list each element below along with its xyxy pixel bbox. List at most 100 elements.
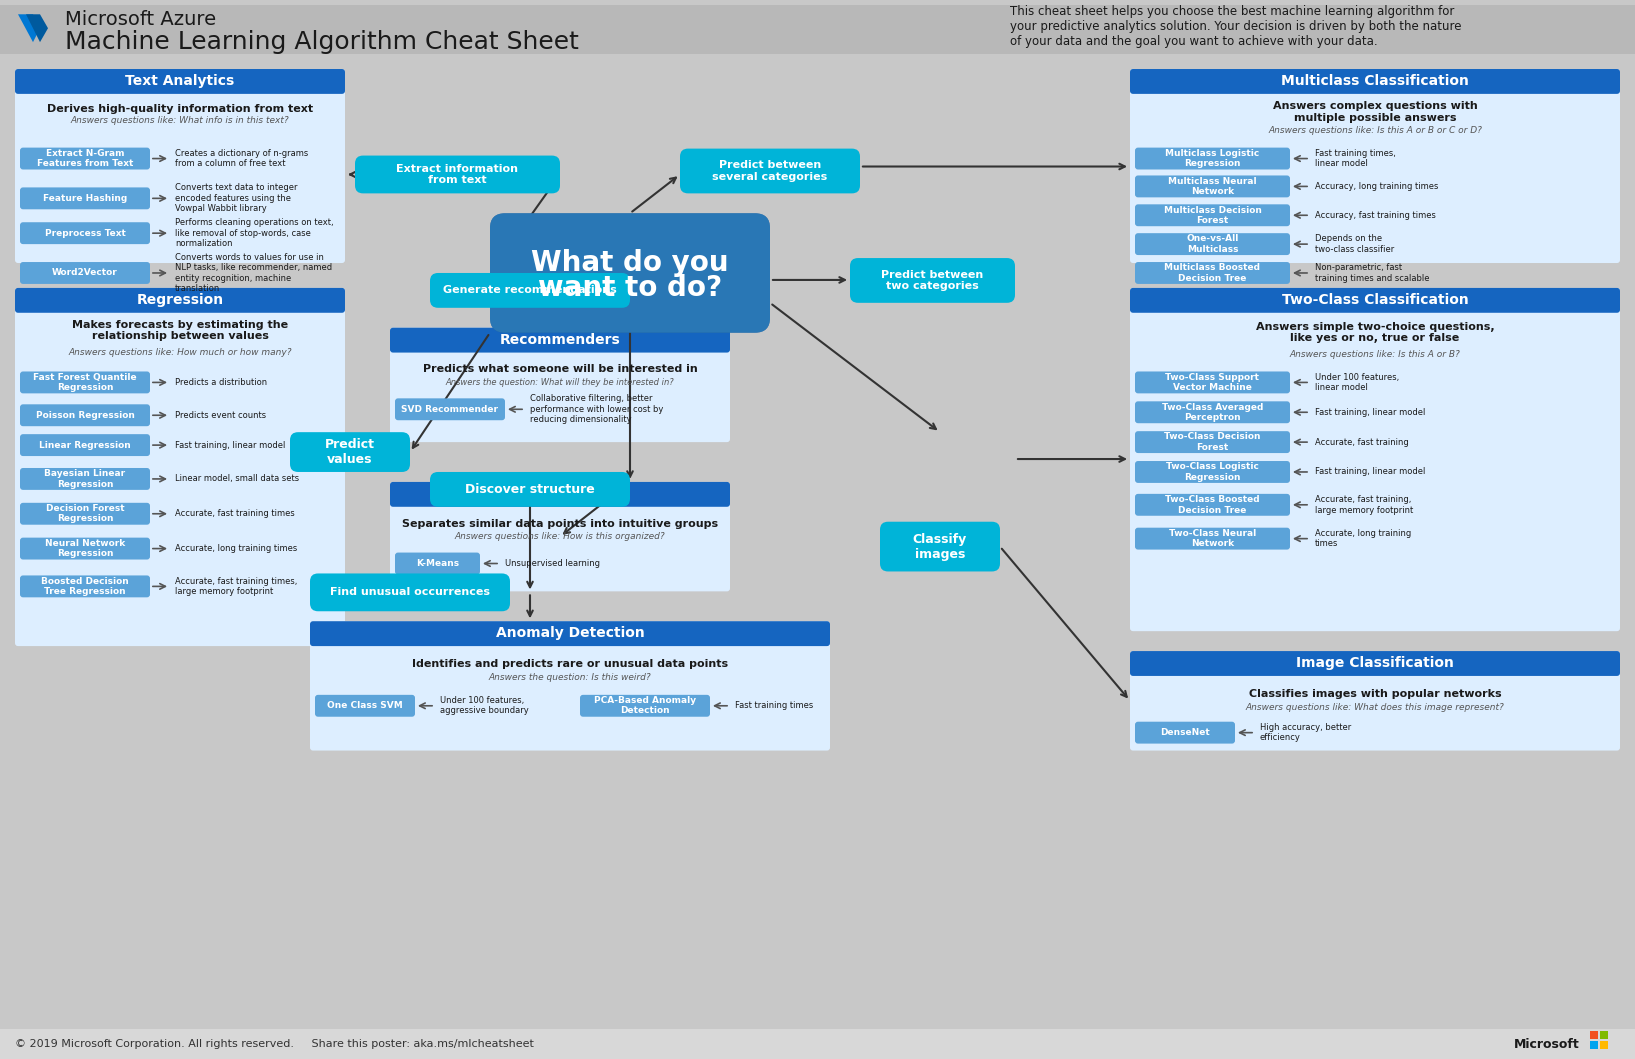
Text: Answers questions like: How much or how many?: Answers questions like: How much or how … xyxy=(69,348,291,357)
FancyBboxPatch shape xyxy=(1135,233,1290,255)
Text: Unsupervised learning: Unsupervised learning xyxy=(505,559,600,568)
Text: Answers the question: What will they be interested in?: Answers the question: What will they be … xyxy=(446,378,674,387)
FancyBboxPatch shape xyxy=(20,187,150,210)
FancyBboxPatch shape xyxy=(20,405,150,426)
Text: Multiclass Decision
Forest: Multiclass Decision Forest xyxy=(1164,205,1262,225)
FancyBboxPatch shape xyxy=(316,695,415,717)
FancyBboxPatch shape xyxy=(391,482,729,507)
FancyBboxPatch shape xyxy=(391,327,729,442)
FancyBboxPatch shape xyxy=(880,522,1001,572)
FancyBboxPatch shape xyxy=(311,622,831,751)
Text: Two-Class Decision
Forest: Two-Class Decision Forest xyxy=(1164,432,1261,452)
Text: PCA-Based Anomaly
Detection: PCA-Based Anomaly Detection xyxy=(594,696,697,716)
FancyBboxPatch shape xyxy=(1130,288,1620,631)
Text: Makes forecasts by estimating the
relationship between values: Makes forecasts by estimating the relati… xyxy=(72,320,288,341)
Text: Answers complex questions with
multiple possible answers: Answers complex questions with multiple … xyxy=(1272,101,1478,123)
FancyBboxPatch shape xyxy=(15,69,345,94)
Text: Neural Network
Regression: Neural Network Regression xyxy=(44,539,126,558)
Text: © 2019 Microsoft Corporation. All rights reserved.     Share this poster: aka.ms: © 2019 Microsoft Corporation. All rights… xyxy=(15,1039,535,1049)
Bar xyxy=(1589,1031,1597,1039)
Text: Accurate, fast training,
large memory footprint: Accurate, fast training, large memory fo… xyxy=(1315,496,1413,515)
Text: Image Classification: Image Classification xyxy=(1297,656,1454,670)
Text: Performs cleaning operations on text,
like removal of stop-words, case
normaliza: Performs cleaning operations on text, li… xyxy=(175,218,334,248)
FancyBboxPatch shape xyxy=(1130,651,1620,751)
Text: Two-Class Neural
Network: Two-Class Neural Network xyxy=(1169,528,1256,549)
Text: Text Analytics: Text Analytics xyxy=(126,74,235,88)
FancyBboxPatch shape xyxy=(20,575,150,597)
FancyBboxPatch shape xyxy=(430,472,629,507)
Text: Answers questions like: How is this organized?: Answers questions like: How is this orga… xyxy=(455,532,665,541)
Text: Under 100 features,
linear model: Under 100 features, linear model xyxy=(1315,373,1400,392)
FancyBboxPatch shape xyxy=(20,222,150,245)
FancyBboxPatch shape xyxy=(396,398,505,420)
Text: Multiclass Classification: Multiclass Classification xyxy=(1282,74,1468,88)
Text: Two-Class Boosted
Decision Tree: Two-Class Boosted Decision Tree xyxy=(1166,496,1261,515)
Text: Fast training times: Fast training times xyxy=(736,701,813,711)
Text: Decision Forest
Regression: Decision Forest Regression xyxy=(46,504,124,523)
FancyBboxPatch shape xyxy=(1130,651,1620,676)
Text: Accuracy, fast training times: Accuracy, fast training times xyxy=(1315,211,1436,220)
FancyBboxPatch shape xyxy=(580,695,710,717)
Polygon shape xyxy=(18,14,39,42)
FancyBboxPatch shape xyxy=(20,147,150,169)
FancyBboxPatch shape xyxy=(391,482,729,591)
Text: Find unusual occurrences: Find unusual occurrences xyxy=(330,588,490,597)
Text: Fast training times,
linear model: Fast training times, linear model xyxy=(1315,149,1396,168)
Text: Predict between
several categories: Predict between several categories xyxy=(713,160,827,182)
Text: Converts words to values for use in
NLP tasks, like recommender, named
entity re: Converts words to values for use in NLP … xyxy=(175,253,332,293)
Text: DenseNet: DenseNet xyxy=(1161,729,1210,737)
Text: Two-Class Averaged
Perceptron: Two-Class Averaged Perceptron xyxy=(1162,402,1264,421)
FancyBboxPatch shape xyxy=(1135,431,1290,453)
Text: Two-Class Classification: Two-Class Classification xyxy=(1282,293,1468,307)
Text: Under 100 features,
aggressive boundary: Under 100 features, aggressive boundary xyxy=(440,696,528,716)
FancyBboxPatch shape xyxy=(1135,527,1290,550)
Text: This cheat sheet helps you choose the best machine learning algorithm for
your p: This cheat sheet helps you choose the be… xyxy=(1010,4,1462,48)
Text: Predicts event counts: Predicts event counts xyxy=(175,411,267,419)
Text: Generate recommendations: Generate recommendations xyxy=(443,285,616,295)
FancyBboxPatch shape xyxy=(15,69,345,263)
FancyBboxPatch shape xyxy=(1135,721,1234,743)
FancyBboxPatch shape xyxy=(680,148,860,194)
Text: Microsoft Azure: Microsoft Azure xyxy=(65,10,216,29)
Text: SVD Recommender: SVD Recommender xyxy=(402,405,499,414)
Text: Boosted Decision
Tree Regression: Boosted Decision Tree Regression xyxy=(41,577,129,596)
Text: Poisson Regression: Poisson Regression xyxy=(36,411,134,419)
Text: Derives high-quality information from text: Derives high-quality information from te… xyxy=(47,104,312,113)
FancyBboxPatch shape xyxy=(1130,69,1620,94)
FancyBboxPatch shape xyxy=(355,156,561,194)
FancyBboxPatch shape xyxy=(20,372,150,393)
Text: Answers questions like: Is this A or B or C or D?: Answers questions like: Is this A or B o… xyxy=(1269,126,1481,136)
FancyBboxPatch shape xyxy=(391,327,729,353)
FancyBboxPatch shape xyxy=(1135,147,1290,169)
Bar xyxy=(1589,1041,1597,1049)
Text: Converts text data to integer
encoded features using the
Vowpal Wabbit library: Converts text data to integer encoded fe… xyxy=(175,183,298,213)
FancyBboxPatch shape xyxy=(490,213,770,333)
Text: Separates similar data points into intuitive groups: Separates similar data points into intui… xyxy=(402,519,718,528)
Text: Answers questions like: Is this A or B?: Answers questions like: Is this A or B? xyxy=(1290,351,1460,359)
Text: One-vs-All
Multiclass: One-vs-All Multiclass xyxy=(1187,234,1239,254)
FancyBboxPatch shape xyxy=(1135,176,1290,197)
Text: What do you: What do you xyxy=(531,249,729,277)
Text: Non-parametric, fast
training times and scalable: Non-parametric, fast training times and … xyxy=(1315,264,1429,283)
Text: Accurate, long training times: Accurate, long training times xyxy=(175,544,298,553)
Text: Predict between
two categories: Predict between two categories xyxy=(881,270,984,291)
FancyBboxPatch shape xyxy=(1135,262,1290,284)
FancyBboxPatch shape xyxy=(1130,288,1620,312)
Text: Answers questions like: What info is in this text?: Answers questions like: What info is in … xyxy=(70,116,289,125)
Text: Regression: Regression xyxy=(136,293,224,307)
Bar xyxy=(0,5,1635,54)
FancyBboxPatch shape xyxy=(1130,69,1620,263)
FancyBboxPatch shape xyxy=(20,468,150,490)
Text: Accurate, fast training: Accurate, fast training xyxy=(1315,437,1409,447)
Text: Multiclass Neural
Network: Multiclass Neural Network xyxy=(1167,177,1257,196)
Text: Predict
values: Predict values xyxy=(325,438,374,466)
FancyBboxPatch shape xyxy=(1135,493,1290,516)
FancyBboxPatch shape xyxy=(850,258,1015,303)
FancyBboxPatch shape xyxy=(396,553,481,574)
FancyBboxPatch shape xyxy=(1135,204,1290,227)
FancyBboxPatch shape xyxy=(311,574,510,611)
FancyBboxPatch shape xyxy=(15,288,345,646)
Bar xyxy=(1601,1031,1607,1039)
Text: High accuracy, better
efficiency: High accuracy, better efficiency xyxy=(1261,723,1351,742)
Text: Clustering: Clustering xyxy=(520,487,600,501)
